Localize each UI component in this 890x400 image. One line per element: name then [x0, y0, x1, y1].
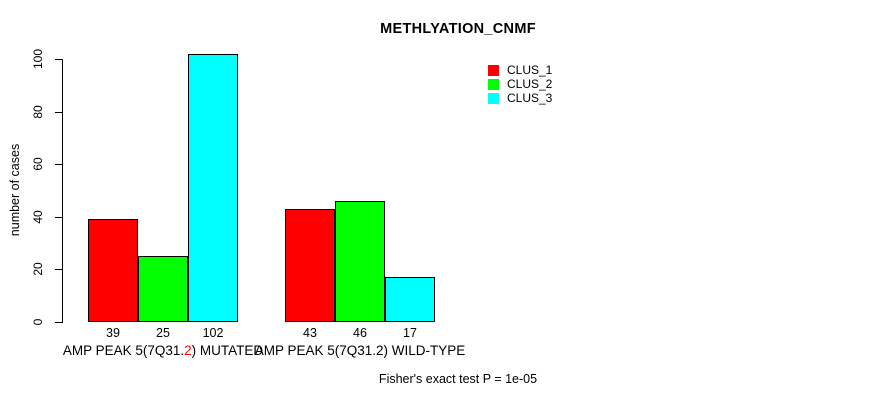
- bar-clus_3-group2: [385, 277, 435, 322]
- y-tick: [55, 217, 62, 218]
- legend: CLUS_1 CLUS_2 CLUS_3: [488, 63, 552, 105]
- y-tick-label: 60: [31, 157, 45, 171]
- y-tick: [55, 164, 62, 165]
- y-tick-label: 80: [31, 105, 45, 119]
- bar-value-label: 39: [106, 326, 120, 340]
- bar-clus_3-group1: [188, 54, 238, 322]
- y-tick-label: 40: [31, 210, 45, 224]
- y-tick-label: 20: [31, 262, 45, 276]
- x-axis-label-part: ) MUTATED: [191, 343, 264, 358]
- bar-clus_1-group2: [285, 209, 335, 322]
- legend-row: CLUS_1: [488, 63, 552, 77]
- y-tick: [55, 322, 62, 323]
- x-axis-group-label: AMP PEAK 5(7Q31.2) MUTATED: [63, 343, 263, 358]
- y-tick: [55, 112, 62, 113]
- y-tick-label: 100: [31, 48, 45, 70]
- stat-annotation: Fisher's exact test P = 1e-05: [378, 372, 538, 386]
- legend-label: CLUS_2: [507, 77, 553, 91]
- bar-clus_2-group2: [335, 201, 385, 322]
- y-axis-line: [62, 59, 63, 323]
- legend-swatch: [488, 78, 499, 90]
- bar-value-label: 102: [202, 326, 224, 340]
- bar-clus_2-group1: [138, 256, 188, 322]
- bar-value-label: 25: [156, 326, 170, 340]
- x-axis-group-label: AMP PEAK 5(7Q31.2) WILD-TYPE: [255, 343, 466, 358]
- y-axis-label: number of cases: [8, 143, 22, 237]
- bar-value-label: 46: [353, 326, 367, 340]
- legend-label: CLUS_3: [507, 91, 553, 105]
- x-axis-label-part: AMP PEAK 5(7Q31.2) WILD-TYPE: [254, 343, 466, 358]
- y-tick: [55, 269, 62, 270]
- y-tick-label: 0: [31, 318, 45, 326]
- x-axis-label-part: 2: [184, 343, 192, 358]
- chart-title: METHLYATION_CNMF: [380, 21, 536, 37]
- bar-clus_1-group1: [88, 219, 138, 322]
- legend-swatch: [488, 92, 499, 104]
- legend-row: CLUS_3: [488, 91, 552, 105]
- bar-value-label: 17: [403, 326, 417, 340]
- bar-value-label: 43: [303, 326, 317, 340]
- x-axis-label-part: AMP PEAK 5(7Q31.: [62, 343, 185, 358]
- legend-label: CLUS_1: [507, 63, 553, 77]
- legend-row: CLUS_2: [488, 77, 552, 91]
- legend-swatch: [488, 64, 499, 76]
- y-tick: [55, 59, 62, 60]
